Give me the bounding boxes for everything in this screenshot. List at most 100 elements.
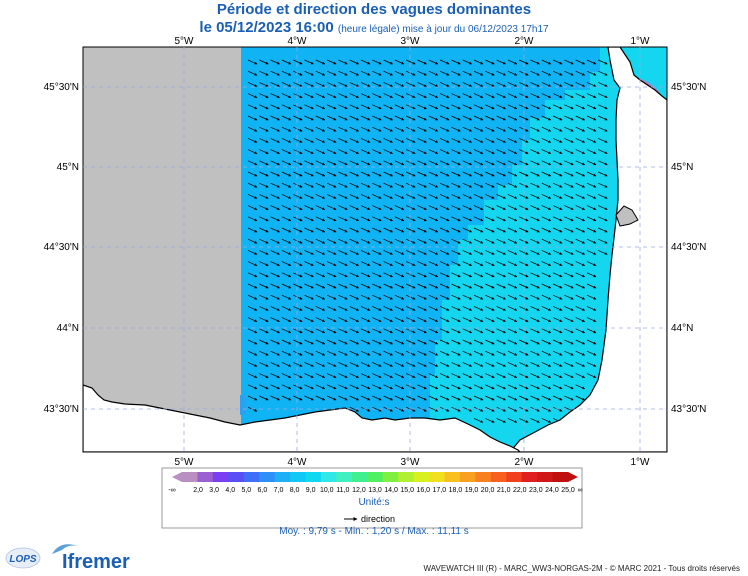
direction-arrow <box>247 104 258 110</box>
direction-arrow <box>552 306 563 311</box>
direction-arrow <box>496 205 506 210</box>
direction-arrow <box>552 149 563 154</box>
direction-arrow <box>575 317 586 322</box>
lon-label-top-2w: 2°W <box>515 36 535 47</box>
direction-arrow <box>496 227 506 233</box>
direction-arrow <box>586 182 597 188</box>
direction-arrow <box>270 104 280 110</box>
direction-arrow <box>315 149 326 154</box>
direction-arrow <box>439 194 450 199</box>
direction-arrow <box>575 115 586 121</box>
direction-arrow <box>281 306 292 311</box>
direction-arrow <box>349 283 360 289</box>
direction-arrow <box>372 272 382 278</box>
direction-arrow <box>451 171 461 177</box>
direction-arrow <box>372 328 382 334</box>
direction-arrow <box>315 261 326 266</box>
direction-arrow <box>270 261 280 266</box>
direction-arrow <box>360 384 371 390</box>
direction-arrow <box>530 328 540 334</box>
direction-arrow <box>315 350 326 356</box>
direction-arrow <box>586 283 597 289</box>
direction-arrow <box>247 216 258 222</box>
direction-arrow <box>530 126 540 132</box>
direction-arrow <box>564 238 574 244</box>
direction-arrow <box>575 227 586 233</box>
direction-arrow <box>281 104 292 110</box>
direction-arrow <box>304 115 314 121</box>
direction-arrow <box>428 171 439 177</box>
direction-arrow <box>281 261 292 266</box>
direction-arrow <box>451 70 461 76</box>
direction-arrow <box>338 126 348 132</box>
direction-arrow <box>496 70 506 76</box>
direction-arrow <box>326 350 337 356</box>
direction-arrow <box>586 317 597 322</box>
direction-arrow <box>304 250 314 255</box>
direction-arrow <box>259 160 269 166</box>
direction-arrow <box>326 227 337 233</box>
lon-label-bottom-3w: 3°W <box>401 457 421 468</box>
direction-arrow <box>541 261 552 266</box>
direction-arrow <box>586 294 597 300</box>
direction-arrow <box>349 205 360 210</box>
direction-arrow <box>462 384 473 390</box>
direction-arrow <box>372 82 382 87</box>
direction-arrow <box>372 339 382 345</box>
direction-arrow <box>541 194 552 199</box>
direction-arrow <box>417 328 427 334</box>
direction-arrow <box>259 250 269 255</box>
direction-arrow <box>496 59 506 65</box>
direction-arrow <box>360 115 371 121</box>
direction-arrow <box>485 362 495 367</box>
direction-arrow <box>293 160 303 166</box>
direction-arrow <box>473 216 484 222</box>
legend-swatch <box>259 472 276 482</box>
direction-arrow <box>315 59 326 65</box>
direction-arrow <box>315 138 326 143</box>
direction-arrow <box>247 160 258 166</box>
direction-arrow <box>406 328 416 334</box>
legend-ticks: -∞ 2,0 3,0 4,0 5,0 6,0 7,0 8,0 9,0 10,0 11,0 12,0 13… <box>168 487 582 494</box>
direction-arrow <box>485 384 495 390</box>
direction-arrow <box>473 82 484 87</box>
direction-arrow <box>383 250 393 255</box>
direction-arrow <box>485 160 495 166</box>
direction-arrow <box>564 373 574 378</box>
direction-arrow <box>552 373 563 378</box>
direction-arrow <box>473 317 484 322</box>
direction-arrow <box>462 216 473 222</box>
direction-arrow <box>338 384 348 390</box>
direction-arrow <box>270 227 280 233</box>
direction-arrow <box>473 115 484 121</box>
direction-arrow <box>383 82 393 87</box>
direction-arrow <box>394 149 405 154</box>
legend-swatch <box>351 472 368 482</box>
direction-arrow <box>462 138 473 143</box>
direction-arrow <box>326 373 337 378</box>
direction-arrow <box>417 317 427 322</box>
direction-arrow <box>439 339 450 345</box>
direction-arrow <box>496 171 506 177</box>
direction-arrow <box>304 70 314 76</box>
direction-arrow <box>394 272 405 278</box>
direction-arrow <box>451 272 461 278</box>
direction-arrow <box>259 59 269 65</box>
direction-arrow <box>598 82 608 87</box>
direction-arrow <box>485 317 495 322</box>
date-text: le 05/12/2023 16:00 <box>199 19 334 36</box>
direction-arrow <box>360 182 371 188</box>
direction-arrow <box>496 115 506 121</box>
legend-swatch <box>243 472 260 482</box>
direction-arrow <box>417 59 427 65</box>
direction-arrow <box>406 261 416 266</box>
direction-arrow <box>473 283 484 289</box>
direction-arrow <box>247 138 258 143</box>
direction-arrow <box>293 339 303 345</box>
direction-arrow <box>406 317 416 322</box>
direction-arrow <box>349 362 360 367</box>
direction-arrow <box>247 149 258 154</box>
direction-arrow <box>372 216 382 222</box>
direction-arrow <box>270 317 280 322</box>
